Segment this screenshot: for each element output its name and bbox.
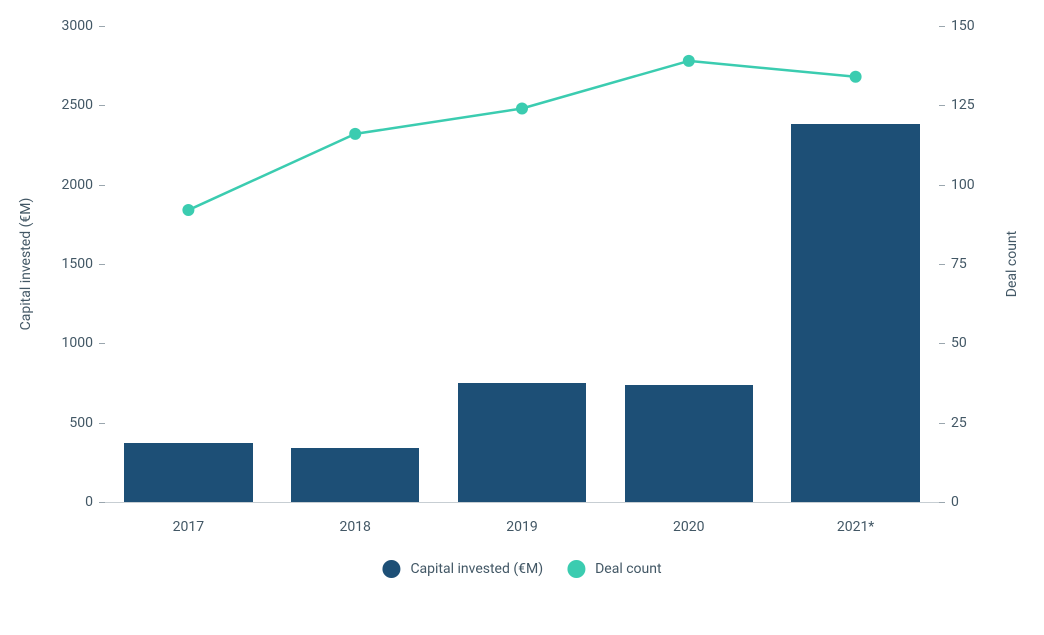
legend-swatch bbox=[382, 560, 400, 578]
legend-item: Deal count bbox=[567, 560, 661, 578]
y-right-axis-title-text: Deal count bbox=[1004, 231, 1020, 297]
y-left-tick-mark bbox=[99, 264, 105, 265]
y-right-tick-mark bbox=[939, 343, 945, 344]
y-left-tick-label: 0 bbox=[85, 495, 93, 509]
legend-label: Capital invested (€M) bbox=[410, 561, 543, 577]
y-left-tick-mark bbox=[99, 423, 105, 424]
y-left-tick-mark bbox=[99, 185, 105, 186]
y-left-tick-label: 2500 bbox=[62, 98, 93, 112]
y-right-tick-label: 75 bbox=[951, 257, 967, 271]
x-tick-label: 2021* bbox=[837, 520, 875, 534]
y-left-tick-mark bbox=[99, 343, 105, 344]
y-right-tick-mark bbox=[939, 105, 945, 106]
x-axis-line bbox=[105, 502, 939, 503]
y-left-tick-mark bbox=[99, 502, 105, 503]
y-left-tick-label: 2000 bbox=[62, 178, 93, 192]
y-right-tick-mark bbox=[939, 423, 945, 424]
bar bbox=[791, 124, 919, 502]
x-tick-label: 2017 bbox=[173, 520, 204, 534]
legend-item: Capital invested (€M) bbox=[382, 560, 543, 578]
combo-chart: Capital invested (€M) Deal count Capital… bbox=[0, 0, 1044, 635]
legend: Capital invested (€M) Deal count bbox=[382, 560, 661, 578]
y-left-tick-label: 1000 bbox=[62, 336, 93, 350]
y-right-tick-label: 150 bbox=[951, 19, 975, 33]
y-right-tick-label: 100 bbox=[951, 178, 975, 192]
y-left-tick-label: 1500 bbox=[62, 257, 93, 271]
x-tick-label: 2018 bbox=[339, 520, 370, 534]
y-right-tick-mark bbox=[939, 264, 945, 265]
y-right-tick-label: 0 bbox=[951, 495, 959, 509]
y-right-axis-title: Deal count bbox=[1004, 231, 1020, 297]
y-right-tick-mark bbox=[939, 26, 945, 27]
legend-label: Deal count bbox=[595, 561, 661, 577]
x-tick-label: 2020 bbox=[673, 520, 704, 534]
bar bbox=[124, 443, 252, 502]
bar bbox=[291, 448, 419, 502]
y-left-axis-title-text: Capital invested (€M) bbox=[18, 198, 34, 331]
y-left-axis-title: Capital invested (€M) bbox=[18, 198, 34, 331]
y-left-tick-label: 3000 bbox=[62, 19, 93, 33]
bar bbox=[458, 383, 586, 502]
y-right-tick-mark bbox=[939, 185, 945, 186]
y-right-tick-label: 125 bbox=[951, 98, 975, 112]
bar bbox=[625, 385, 753, 502]
y-right-tick-label: 50 bbox=[951, 336, 967, 350]
y-right-tick-mark bbox=[939, 502, 945, 503]
y-left-tick-mark bbox=[99, 26, 105, 27]
x-tick-label: 2019 bbox=[506, 520, 537, 534]
y-left-tick-mark bbox=[99, 105, 105, 106]
legend-swatch bbox=[567, 560, 585, 578]
y-left-tick-label: 500 bbox=[69, 416, 93, 430]
y-right-tick-label: 25 bbox=[951, 416, 967, 430]
